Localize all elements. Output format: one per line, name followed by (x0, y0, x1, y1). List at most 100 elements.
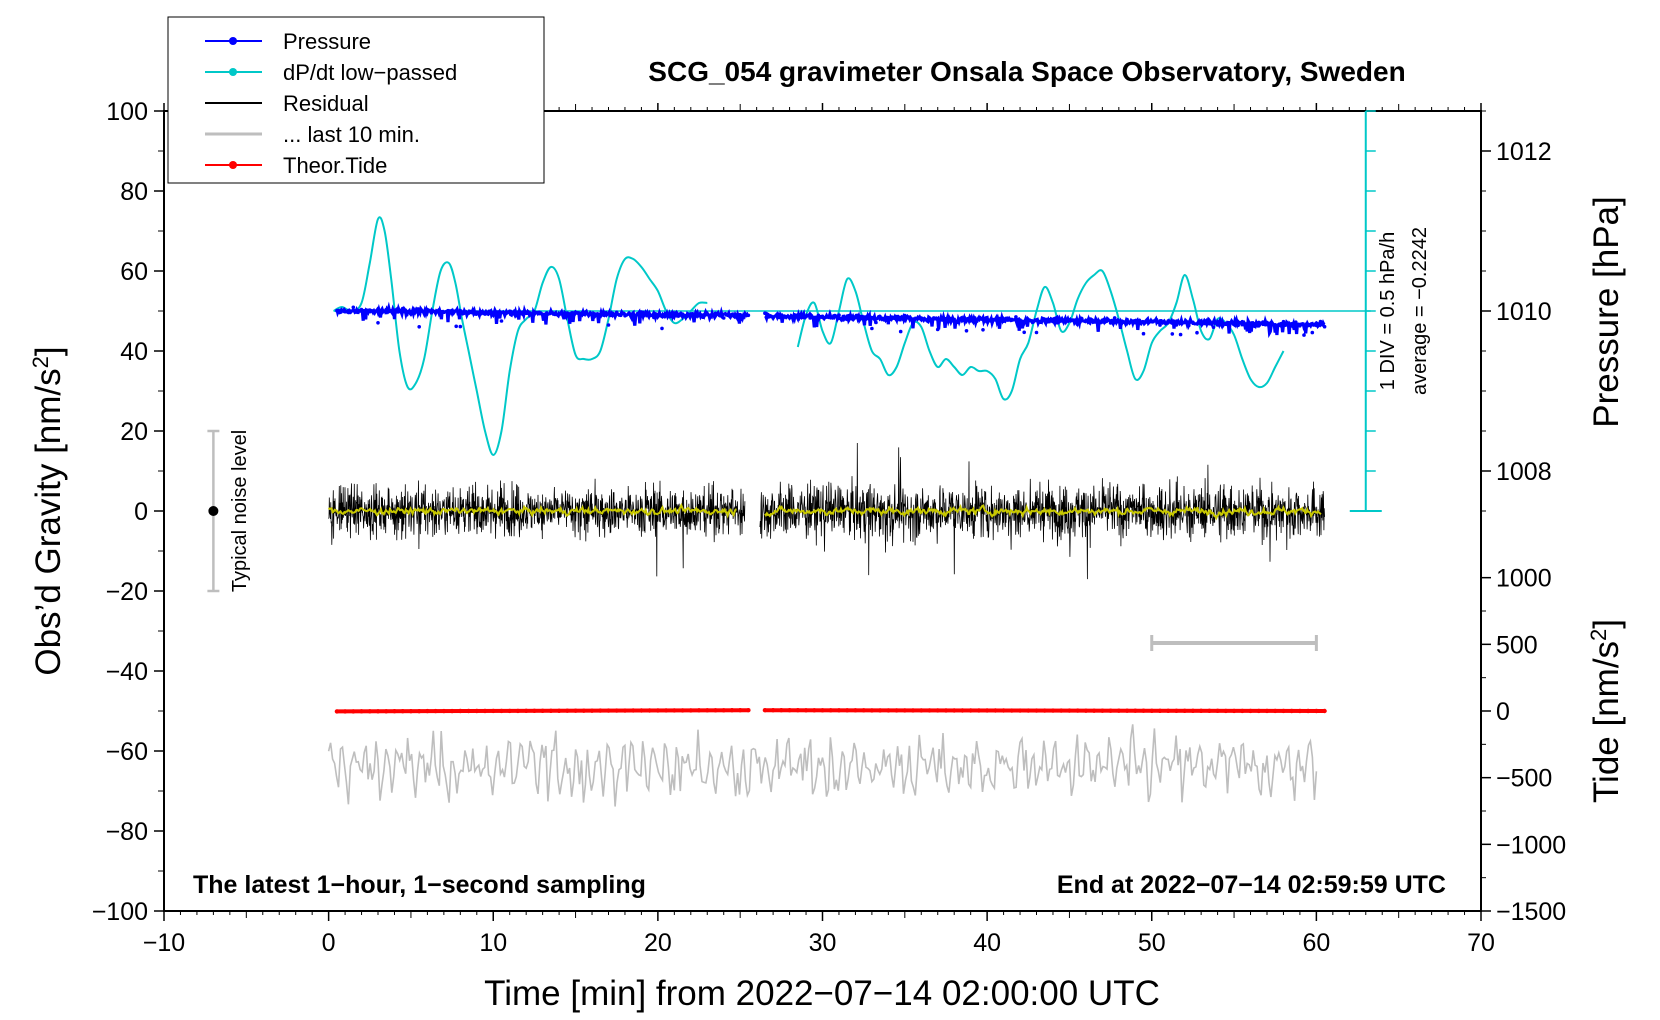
y-axis-title-left: Obs’d Gravity [nm/s2] (28, 346, 68, 675)
pressure-point (746, 313, 751, 318)
pressure-point (1001, 319, 1006, 324)
pressure-point (997, 316, 1002, 321)
tide-point (984, 708, 990, 713)
pressure-tick-label: 1012 (1496, 138, 1552, 166)
pressure-point (1182, 320, 1187, 325)
pressure-point (857, 314, 862, 319)
tide-point (1240, 708, 1245, 714)
tide-point (359, 709, 364, 714)
series-last10 (327, 724, 1318, 807)
legend-marker (229, 37, 237, 45)
pressure-point (779, 314, 784, 319)
tide-point (812, 708, 817, 713)
pressure-point (812, 315, 817, 320)
tide-point (705, 708, 710, 713)
tide-point (1124, 708, 1130, 713)
x-tick-label: 20 (644, 929, 672, 957)
tide-tick-label: −1000 (1496, 831, 1566, 859)
pressure-point (775, 312, 779, 317)
pressure-point (1100, 318, 1105, 323)
y-axis-title-tide: Tide [nm/s2] (1586, 619, 1626, 803)
pressure-point (565, 311, 570, 315)
pressure-point (1289, 322, 1294, 326)
pressure-point (870, 326, 874, 331)
pressure-point (668, 314, 672, 319)
legend-label: ... last 10 min. (283, 122, 420, 147)
tide-point (1157, 708, 1163, 713)
pressure-point (697, 313, 701, 318)
pressure-point (1269, 320, 1273, 325)
pressure-point (454, 324, 459, 329)
series-residual-smoothed (764, 503, 1322, 521)
pressure-point (656, 313, 660, 317)
pressure-point (890, 316, 895, 321)
tide-point (458, 708, 463, 714)
tide-point (1174, 708, 1179, 713)
tide-point (853, 708, 858, 713)
pressure-point (960, 318, 965, 323)
y-tick-label: −100 (92, 898, 148, 926)
pressure-point (849, 314, 854, 318)
pressure-point (495, 310, 500, 314)
pressure-point (536, 311, 541, 316)
pressure-point (1265, 322, 1269, 327)
pressure-point (400, 306, 405, 311)
pressure-point (450, 308, 454, 313)
pressure-point (664, 311, 668, 316)
tide-point (663, 708, 669, 713)
pressure-point (1096, 320, 1100, 324)
tide-point (1264, 708, 1270, 714)
legend-label: Theor.Tide (283, 153, 387, 178)
pressure-point (643, 311, 648, 316)
x-tick-label: 30 (809, 929, 837, 957)
pressure-point (886, 318, 891, 323)
tide-point (1149, 708, 1155, 713)
y-tick-label: 20 (120, 418, 148, 446)
tide-point (482, 708, 488, 714)
pressure-point (1257, 320, 1261, 325)
pressure-point (1117, 319, 1121, 323)
pressure-point (919, 317, 924, 322)
tide-point (1042, 708, 1047, 713)
pressure-point (1137, 318, 1142, 323)
pressure-point (594, 312, 598, 316)
pressure-point (705, 312, 710, 317)
pressure-point (1026, 319, 1031, 323)
pressure-point (684, 314, 689, 319)
pressure-point (384, 307, 389, 312)
pressure-point (911, 317, 915, 322)
legend-marker (229, 161, 237, 169)
tide-point (696, 708, 702, 713)
tide-point (779, 708, 784, 713)
pressure-point (1310, 330, 1315, 335)
tide-point (828, 708, 833, 713)
tide-point (688, 708, 693, 713)
pressure-point (713, 311, 718, 316)
pressure-point (1306, 323, 1310, 328)
tide-point (943, 708, 949, 713)
tide-point (334, 709, 340, 714)
pressure-point (569, 313, 574, 317)
tide-point (680, 708, 685, 713)
tide-point (1207, 708, 1212, 713)
pressure-point (610, 311, 615, 316)
pressure-point (1108, 321, 1113, 325)
tide-point (803, 708, 809, 713)
pressure-point (586, 312, 590, 317)
pressure-point (985, 317, 989, 321)
tide-point (1059, 708, 1064, 713)
pressure-point (598, 314, 603, 319)
pressure-point (1244, 322, 1249, 326)
axis-ticks: −10 0 10 20 30 40 50 60 70−100−80−60−40−20020406… (92, 98, 1567, 957)
pressure-point (647, 313, 652, 317)
tide-point (384, 709, 389, 714)
tide-point (524, 708, 529, 713)
pressure-point (1010, 317, 1014, 322)
pressure-point (491, 311, 496, 315)
pressure-point (561, 314, 565, 318)
annotation-bottom-left: The latest 1−hour, 1−second sampling (193, 871, 646, 899)
pressure-point (935, 327, 940, 332)
tide-point (515, 708, 521, 714)
tide-point (647, 708, 652, 713)
